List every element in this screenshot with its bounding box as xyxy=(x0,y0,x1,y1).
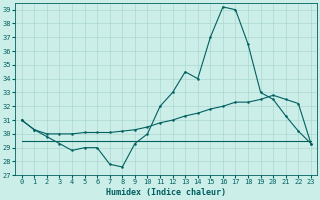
X-axis label: Humidex (Indice chaleur): Humidex (Indice chaleur) xyxy=(106,188,226,197)
